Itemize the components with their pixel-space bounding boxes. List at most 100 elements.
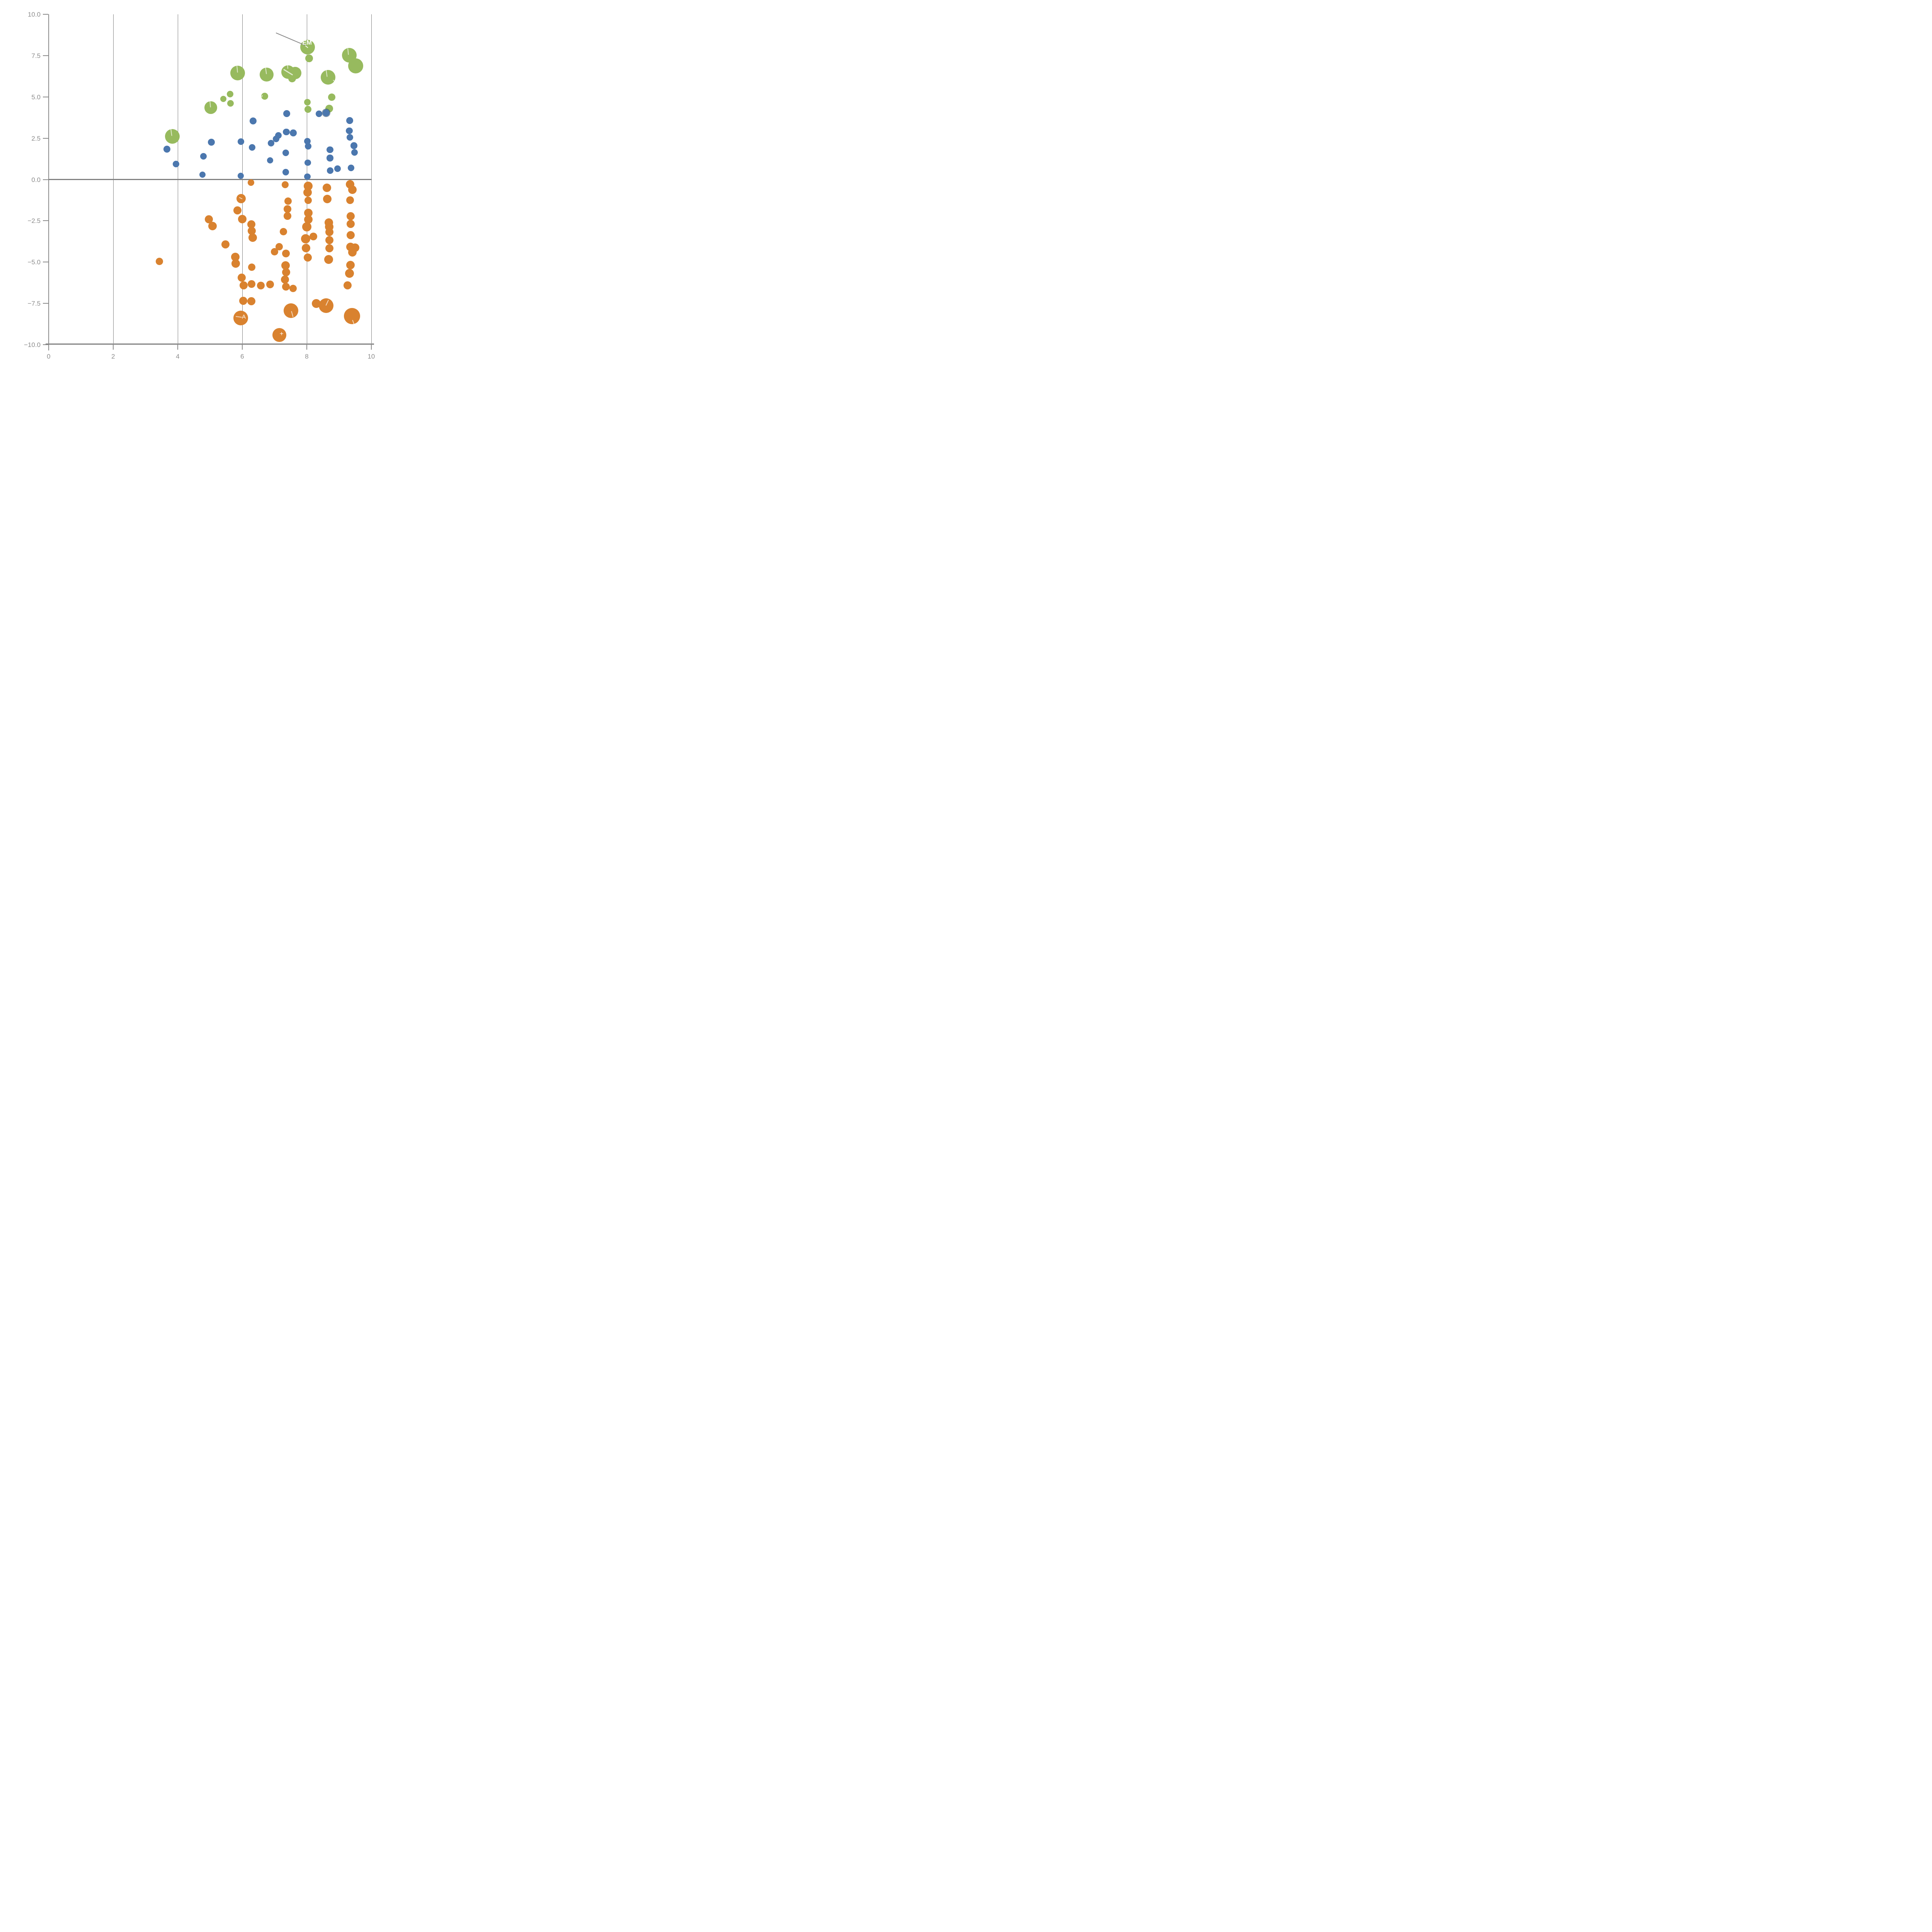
bubble-blue[interactable]	[249, 144, 256, 151]
bubble-orange[interactable]	[208, 222, 217, 231]
bubble-blue[interactable]	[304, 173, 311, 180]
bubble-orange[interactable]	[304, 208, 313, 217]
bubble-blue[interactable]	[350, 142, 357, 149]
bubble-orange[interactable]	[304, 196, 312, 204]
bubble-blue[interactable]	[304, 159, 311, 166]
bubble-orange[interactable]	[302, 243, 311, 252]
bubble-orange[interactable]	[257, 281, 265, 289]
bubble-orange[interactable]	[270, 248, 278, 256]
bubble-orange[interactable]	[346, 231, 355, 240]
bubble-orange[interactable]	[310, 233, 318, 241]
bubble-orange[interactable]	[248, 227, 256, 235]
bubble-blue[interactable]	[346, 134, 354, 141]
bubble-green[interactable]	[230, 66, 245, 81]
bubble-orange[interactable]	[346, 220, 355, 228]
bubble-orange[interactable]	[155, 258, 163, 265]
bubble-green[interactable]	[227, 100, 234, 107]
bubble-orange[interactable]	[248, 233, 257, 242]
bubble-green[interactable]	[304, 99, 311, 106]
bubble-blue[interactable]	[282, 149, 289, 156]
bubble-orange[interactable]	[348, 248, 357, 257]
bubble-orange[interactable]	[303, 253, 312, 262]
bubble-blue[interactable]	[200, 153, 207, 160]
bubble-orange[interactable]	[238, 274, 246, 282]
bubble-green[interactable]	[348, 58, 364, 74]
bubble-orange[interactable]	[239, 297, 247, 305]
bubble-blue[interactable]	[322, 109, 330, 116]
bubble-orange[interactable]	[346, 212, 355, 220]
bubble-blue[interactable]	[347, 165, 354, 172]
bubble-blue[interactable]	[268, 140, 275, 147]
bubble-orange[interactable]	[280, 228, 287, 235]
bubble-blue[interactable]	[334, 165, 341, 172]
bubble-blue[interactable]	[237, 138, 244, 145]
bubble-blue[interactable]	[304, 143, 311, 150]
bubble-orange[interactable]	[283, 303, 298, 318]
bubble-blue[interactable]	[283, 128, 290, 136]
bubble-orange[interactable]	[276, 243, 283, 251]
bubble-orange[interactable]	[304, 215, 313, 224]
bubble-orange[interactable]	[282, 249, 290, 257]
bubble-orange[interactable]	[348, 185, 357, 194]
bubble-orange[interactable]	[247, 220, 255, 229]
bubble-orange[interactable]	[282, 283, 290, 291]
bubble-orange[interactable]	[346, 260, 355, 269]
bubble-blue[interactable]	[346, 117, 353, 124]
bubble-green[interactable]	[320, 70, 335, 85]
bubble-orange[interactable]	[324, 255, 333, 264]
bubble-blue[interactable]	[283, 110, 291, 117]
bubble-orange[interactable]	[302, 222, 311, 231]
bubble-orange[interactable]	[233, 206, 242, 215]
bubble-blue[interactable]	[250, 117, 257, 124]
bubble-orange[interactable]	[281, 181, 289, 189]
bubble-orange[interactable]	[272, 328, 286, 342]
bubble-green[interactable]	[328, 93, 336, 101]
bubble-blue[interactable]	[237, 173, 244, 179]
bubble-orange[interactable]	[231, 252, 240, 261]
bubble-orange[interactable]	[343, 281, 352, 290]
bubble-green[interactable]	[165, 129, 180, 144]
bubble-orange[interactable]	[221, 240, 230, 248]
bubble-orange[interactable]	[248, 263, 255, 271]
bubble-blue[interactable]	[163, 145, 171, 153]
bubble-green[interactable]	[226, 90, 233, 97]
bubble-orange[interactable]	[325, 228, 333, 236]
bubble-blue[interactable]	[173, 160, 180, 167]
bubble-orange[interactable]	[282, 268, 290, 277]
bubble-orange[interactable]	[281, 275, 289, 284]
bubble-green[interactable]	[220, 96, 227, 102]
bubble-green[interactable]	[304, 106, 312, 113]
bubble-green[interactable]	[260, 67, 274, 82]
bubble-orange[interactable]	[248, 280, 255, 288]
bubble-blue[interactable]	[346, 127, 353, 134]
bubble-blue[interactable]	[327, 155, 333, 162]
bubble-orange[interactable]	[322, 183, 331, 192]
bubble-blue[interactable]	[315, 110, 323, 117]
bubble-blue[interactable]	[275, 132, 282, 139]
bubble-orange[interactable]	[346, 196, 354, 204]
bubble-orange[interactable]	[283, 212, 291, 220]
bubble-orange[interactable]	[233, 310, 248, 325]
bubble-orange[interactable]	[240, 281, 248, 290]
bubble-orange[interactable]	[247, 179, 254, 186]
bubble-blue[interactable]	[207, 139, 215, 146]
bubble-green[interactable]	[204, 101, 218, 114]
bubble-blue[interactable]	[351, 149, 358, 156]
bubble-orange[interactable]	[281, 261, 290, 270]
bubble-orange[interactable]	[325, 236, 333, 244]
bubble-blue[interactable]	[327, 146, 333, 153]
bubble-orange[interactable]	[345, 269, 354, 278]
bubble-orange[interactable]	[303, 188, 312, 197]
bubble-blue[interactable]	[327, 167, 334, 174]
bubble-orange[interactable]	[247, 297, 255, 306]
bubble-green[interactable]	[305, 54, 313, 62]
bubble-orange[interactable]	[318, 298, 333, 313]
bubble-orange[interactable]	[266, 280, 274, 288]
bubble-blue[interactable]	[289, 129, 297, 136]
bubble-orange[interactable]	[284, 197, 292, 205]
bubble-orange[interactable]	[325, 244, 333, 252]
bubble-orange[interactable]	[205, 215, 213, 224]
bubble-orange[interactable]	[344, 308, 360, 325]
bubble-orange[interactable]	[231, 259, 240, 268]
bubble-orange[interactable]	[289, 285, 297, 293]
